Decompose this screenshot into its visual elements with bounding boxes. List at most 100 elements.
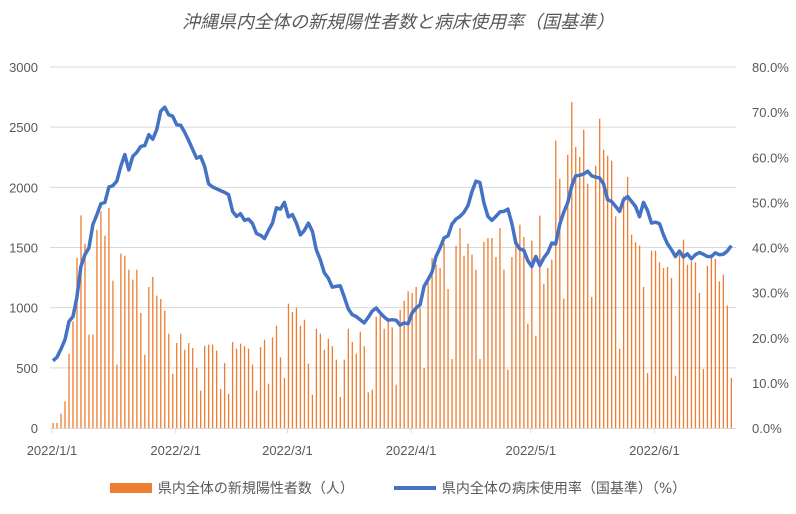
- bar-new-cases: [231, 341, 234, 428]
- bar-new-cases: [535, 335, 537, 428]
- x-axis: 2022/1/1 2022/2/1 2022/3/1 2022/4/1 2022/5/1…: [27, 428, 680, 458]
- bar-new-cases: [483, 241, 485, 428]
- bar-new-cases: [591, 296, 593, 428]
- bar-new-cases: [567, 154, 569, 428]
- x-tick-label: 2022/5/1: [505, 443, 556, 458]
- bar-new-cases: [423, 367, 425, 428]
- bar-new-cases: [184, 349, 186, 428]
- bar-new-cases: [371, 389, 373, 428]
- bar-new-cases: [168, 333, 170, 428]
- bar-new-cases: [527, 323, 529, 428]
- bar-new-cases: [108, 208, 110, 428]
- bar-new-cases: [503, 269, 505, 428]
- bar-new-cases: [563, 298, 565, 428]
- bar-new-cases: [88, 334, 90, 428]
- bar-new-cases: [702, 369, 705, 428]
- bar-new-cases: [367, 392, 369, 428]
- bar-new-cases: [551, 259, 553, 428]
- bar-new-cases: [515, 241, 517, 428]
- bar-new-cases: [80, 215, 82, 428]
- bar-new-cases: [638, 245, 641, 428]
- bar-new-cases: [726, 305, 729, 428]
- bar-new-cases: [674, 375, 677, 428]
- bar-new-cases: [255, 390, 258, 428]
- bar-new-cases: [407, 291, 409, 428]
- bar-new-cases: [618, 348, 621, 428]
- bar-new-cases: [239, 343, 242, 428]
- bar-new-cases: [523, 237, 525, 428]
- y-right-tick-label: 40.0%: [752, 241, 789, 256]
- bar-new-cases: [714, 259, 717, 428]
- bar-new-cases: [116, 364, 118, 428]
- bar-new-cases: [196, 367, 198, 428]
- bar-new-cases: [555, 140, 557, 429]
- bar-new-cases: [670, 277, 673, 428]
- bar-new-cases: [100, 211, 102, 428]
- bar-new-cases: [164, 310, 166, 428]
- bar-new-cases: [519, 224, 521, 428]
- bar-new-cases: [259, 347, 262, 428]
- bar-new-cases: [718, 281, 721, 428]
- bar-new-cases: [132, 279, 134, 428]
- bar-new-cases: [204, 345, 206, 428]
- bar-new-cases: [375, 317, 377, 428]
- bar-new-cases: [698, 292, 701, 428]
- y-left-tick-label: 1000: [9, 301, 38, 316]
- x-tick-label: 2022/6/1: [629, 443, 680, 458]
- bar-new-cases: [251, 364, 254, 428]
- bar-new-cases: [56, 422, 58, 428]
- bar-new-cases: [120, 253, 122, 428]
- bar-new-cases: [124, 255, 126, 428]
- bar-new-cases: [559, 178, 561, 428]
- bar-new-cases: [104, 235, 106, 428]
- bar-new-cases: [303, 319, 306, 428]
- bar-new-cases: [678, 254, 681, 428]
- legend-swatch-line: [393, 486, 436, 490]
- bar-new-cases: [658, 262, 661, 428]
- legend-item-new-cases: 県内全体の新規陽性者数（人）: [109, 478, 354, 498]
- bar-new-cases: [319, 333, 322, 428]
- bar-new-cases: [192, 347, 194, 428]
- y-left-tick-label: 0: [31, 421, 38, 436]
- bar-new-cases: [599, 118, 601, 428]
- y-left-tick-label: 500: [16, 361, 38, 376]
- bar-new-cases: [200, 390, 202, 428]
- bar-new-cases: [662, 267, 665, 428]
- bar-new-cases: [543, 283, 545, 428]
- bar-new-cases: [148, 286, 150, 428]
- bar-new-cases: [531, 240, 533, 428]
- bar-new-cases: [215, 350, 218, 428]
- bar-new-cases: [291, 311, 294, 428]
- bar-new-cases: [84, 243, 86, 428]
- bar-new-cases: [710, 257, 713, 428]
- bar-new-cases: [156, 295, 158, 428]
- bar-new-cases: [611, 160, 613, 428]
- bar-new-cases: [607, 155, 609, 428]
- bar-new-cases: [140, 312, 142, 428]
- bar-new-cases: [511, 257, 513, 428]
- bar-new-cases: [646, 373, 649, 428]
- y-left-tick-label: 2000: [9, 180, 38, 195]
- y-right-tick-label: 30.0%: [752, 286, 789, 301]
- bar-new-cases: [176, 343, 178, 428]
- bar-new-cases: [315, 328, 318, 428]
- bar-new-cases: [355, 353, 357, 428]
- y-right-tick-label: 70.0%: [752, 105, 789, 120]
- gridlines: [50, 66, 736, 369]
- legend-item-bed-occupancy: 県内全体の病床使用率（国基準）（%）: [393, 478, 686, 498]
- bar-new-cases: [587, 183, 589, 428]
- bar-new-cases: [571, 102, 573, 428]
- bar-new-cases: [152, 276, 154, 428]
- bar-new-cases: [459, 228, 461, 428]
- bar-new-cases: [666, 266, 669, 428]
- bar-new-cases: [642, 286, 645, 428]
- bar-new-cases: [387, 321, 389, 428]
- bar-new-cases: [499, 228, 501, 428]
- bar-new-cases: [208, 344, 210, 428]
- bar-new-cases: [443, 243, 445, 428]
- bar-new-cases: [52, 422, 54, 428]
- bar-new-cases: [299, 325, 302, 428]
- bar-new-cases: [235, 348, 238, 428]
- bar-new-cases: [467, 243, 469, 428]
